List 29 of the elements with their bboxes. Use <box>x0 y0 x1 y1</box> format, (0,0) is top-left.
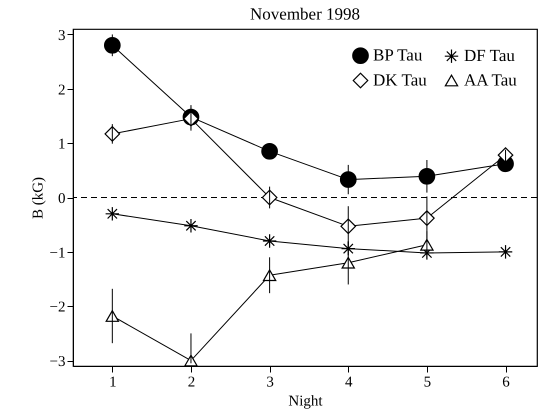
y-tick-label: 0 <box>58 191 66 207</box>
x-axis-title: Night <box>288 394 324 410</box>
y-tick-label: 3 <box>58 28 66 44</box>
y-axis-title: B (kG) <box>30 176 47 220</box>
y-tick-label: 2 <box>58 82 66 98</box>
point <box>418 168 436 185</box>
x-tick-label: 4 <box>345 374 354 390</box>
legend-label: DF Tau <box>464 46 516 66</box>
x-tick-label: 5 <box>424 374 432 390</box>
x-tick-label: 6 <box>502 374 510 390</box>
chart-title: November 1998 <box>250 4 360 24</box>
y-tick-label: −1 <box>50 245 66 262</box>
x-tick-label: 3 <box>266 374 274 390</box>
point <box>105 206 120 222</box>
point <box>498 244 513 260</box>
x-tick-label: 1 <box>109 374 117 390</box>
point <box>262 234 277 248</box>
point <box>184 218 198 234</box>
x-tick-label: 2 <box>188 374 196 390</box>
y-tick-label: −3 <box>50 354 66 370</box>
legend-label: DK Tau <box>373 70 428 90</box>
point <box>340 241 356 256</box>
point <box>261 142 278 160</box>
legend-label: BP Tau <box>373 46 423 65</box>
y-tick-label: −2 <box>50 300 66 316</box>
legend-label: AA Tau <box>464 70 518 90</box>
y-tick-label: 1 <box>58 136 66 153</box>
point <box>104 36 121 54</box>
point <box>340 171 357 188</box>
